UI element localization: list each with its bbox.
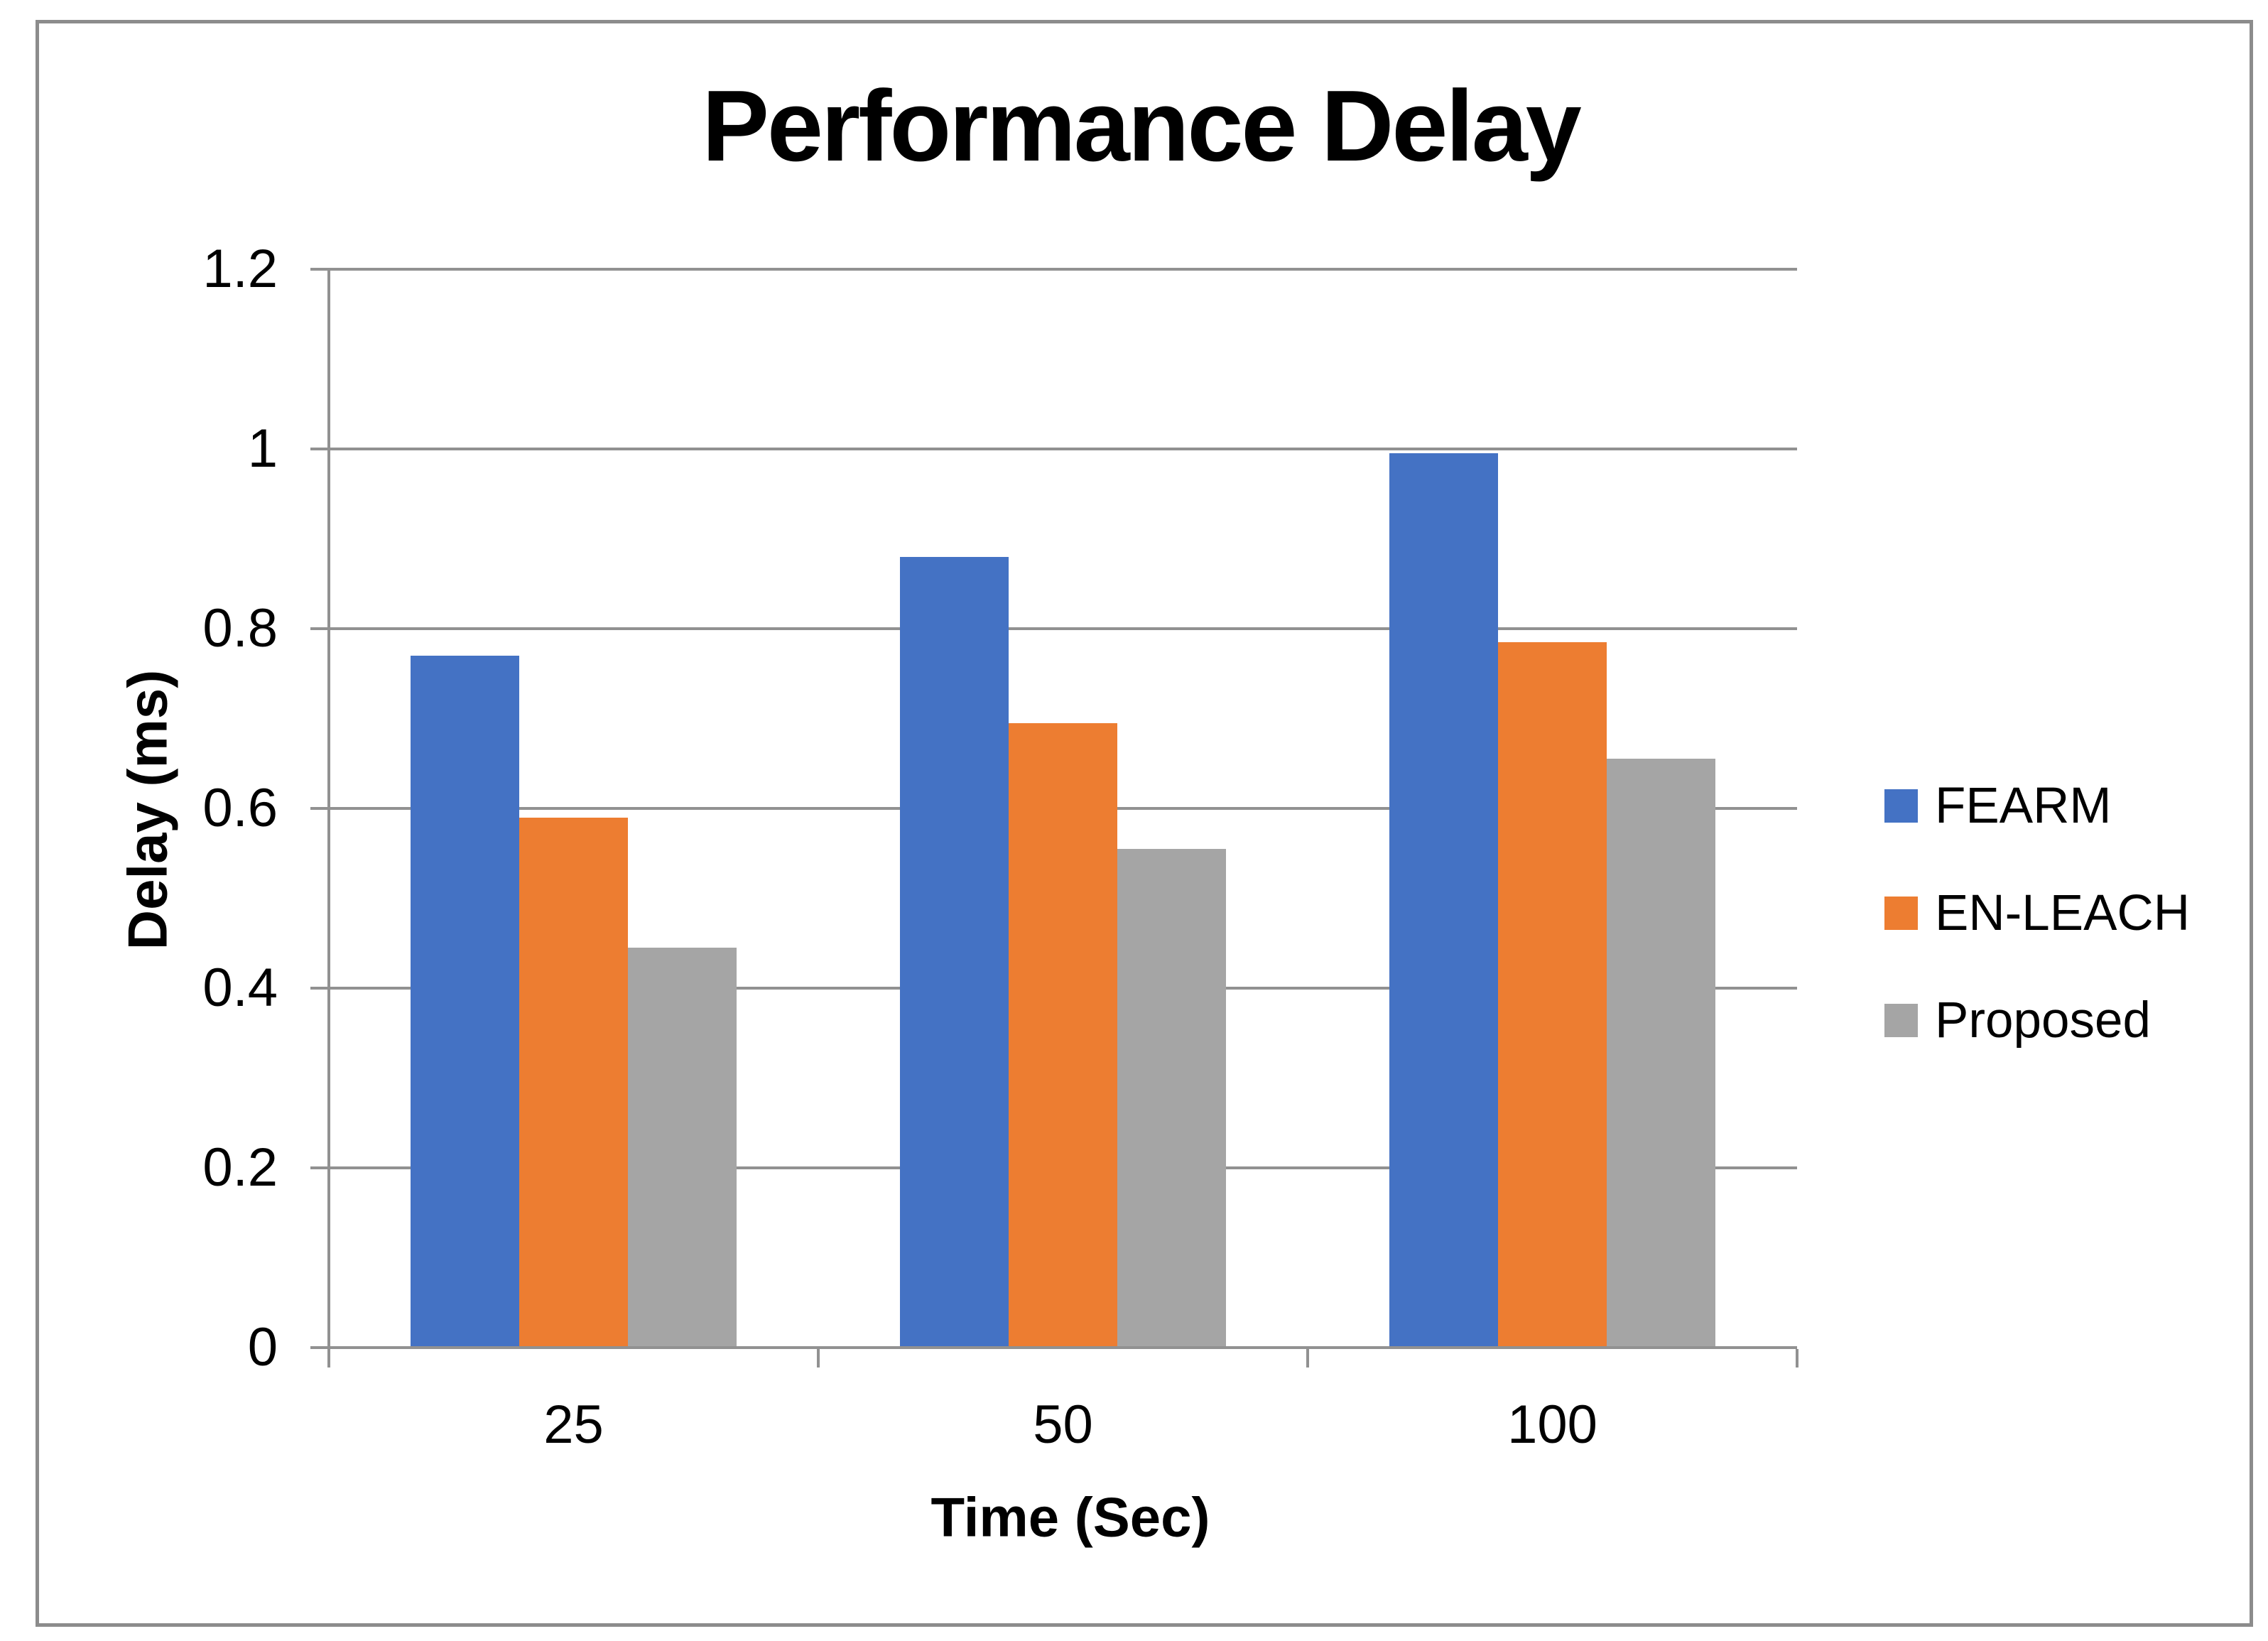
x-category-label-100: 100: [1507, 1394, 1597, 1455]
x-axis-title: Time (Sec): [930, 1485, 1210, 1549]
gridline-1: [329, 448, 1797, 450]
legend-label-en-leach: EN-LEACH: [1935, 885, 2191, 941]
legend-label-proposed: Proposed: [1935, 992, 2151, 1049]
x-axis-tick: [817, 1349, 820, 1368]
bar-en-leach-100: [1497, 641, 1607, 1348]
gridline-1.2: [329, 268, 1797, 271]
y-axis-tick-0.8: [310, 627, 329, 630]
x-axis-tick: [327, 1349, 330, 1368]
gridline-0.8: [329, 627, 1797, 630]
y-axis-tick-0: [310, 1346, 329, 1349]
y-axis-tick-1: [310, 448, 329, 450]
x-axis-tick: [1306, 1349, 1309, 1368]
y-axis-tick-0.2: [310, 1166, 329, 1169]
y-axis-tick-1.2: [310, 268, 329, 271]
y-tick-label-0.2: 0.2: [202, 1137, 278, 1198]
y-tick-label-0.4: 0.4: [202, 958, 278, 1018]
bar-proposed-100: [1607, 759, 1716, 1348]
y-tick-label-1: 1: [247, 418, 278, 479]
y-axis-line: [327, 269, 330, 1366]
bar-proposed-50: [1117, 848, 1227, 1348]
bar-proposed-25: [628, 948, 737, 1348]
x-category-label-50: 50: [1033, 1394, 1093, 1455]
x-axis-tick: [1796, 1349, 1798, 1368]
y-tick-label-1.2: 1.2: [202, 239, 278, 299]
chart-title: Performance Delay: [702, 70, 1582, 183]
bar-en-leach-50: [1008, 722, 1118, 1348]
x-axis-line: [310, 1346, 1797, 1349]
bar-fearm-100: [1389, 453, 1498, 1348]
bar-fearm-50: [899, 556, 1009, 1348]
legend-swatch-proposed: [1884, 1004, 1918, 1037]
legend-item-en-leach: EN-LEACH: [1884, 885, 2191, 941]
y-axis-tick-0.6: [310, 807, 329, 810]
legend-item-proposed: Proposed: [1884, 992, 2151, 1049]
legend-swatch-en-leach: [1884, 897, 1918, 930]
y-axis-tick-0.4: [310, 987, 329, 990]
y-tick-label-0.8: 0.8: [202, 598, 278, 659]
y-axis-title: Delay (ms): [116, 669, 179, 951]
legend-label-fearm: FEARM: [1935, 778, 2112, 834]
x-category-label-25: 25: [543, 1394, 604, 1455]
legend-item-fearm: FEARM: [1884, 778, 2112, 834]
chart-border-frame: [36, 20, 2253, 1627]
legend-swatch-fearm: [1884, 789, 1918, 823]
y-tick-label-0: 0: [247, 1317, 278, 1377]
bar-en-leach-25: [519, 817, 629, 1348]
bar-fearm-25: [410, 655, 519, 1348]
y-tick-label-0.6: 0.6: [202, 778, 278, 838]
